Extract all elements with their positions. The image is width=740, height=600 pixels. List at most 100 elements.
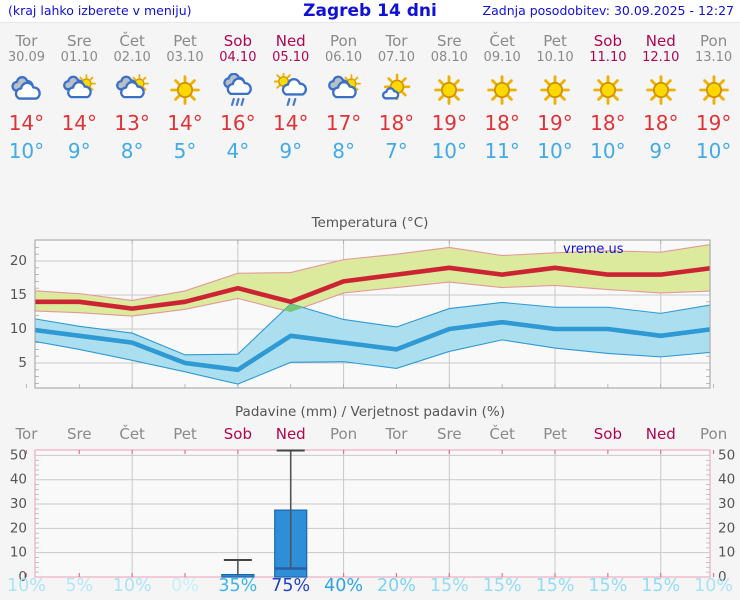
partly-icon [63, 74, 97, 99]
precip-axis-label: 30 [718, 496, 735, 512]
precip-axis-label: 50 [718, 448, 735, 463]
weather-icon [697, 73, 731, 107]
day-column: Pet 03.10 14° 5° [159, 23, 212, 163]
precip-axis-label: 30 [10, 496, 27, 512]
temp-axis-label: 5 [18, 355, 27, 371]
sunny-icon [487, 75, 517, 105]
high-temp: 18° [590, 111, 626, 135]
precip-probability: 10% [694, 576, 734, 596]
weather-icon [62, 73, 97, 107]
precip-axis-label: 40 [718, 472, 735, 488]
sunny-icon [170, 75, 200, 105]
high-temp: 14° [273, 111, 309, 135]
day-date: 08.10 [430, 50, 468, 65]
high-temp: 18° [643, 111, 679, 135]
weather-icon [327, 73, 361, 107]
low-temp: 9° [649, 139, 673, 163]
watermark-link[interactable]: vreme.us [563, 242, 624, 257]
day-date: 12.10 [642, 50, 680, 65]
precip-axis-label: 20 [10, 520, 27, 536]
header-bar: (kraj lahko izberete v meniju) Zagreb 14… [0, 0, 740, 23]
precip-axis-label: 10 [718, 545, 735, 561]
precip-axis-label: 20 [718, 520, 735, 536]
low-temp: 7° [385, 139, 408, 163]
sun-glyph [170, 75, 200, 105]
weather-icon [538, 73, 572, 107]
precip-day-label: Čet [119, 425, 145, 443]
temperature-chart: 5 10 15 20 vreme.us [10, 239, 714, 389]
day-column: Sre 08.10 19° 10° [423, 23, 476, 163]
precip-probability: 15% [482, 576, 522, 596]
high-temp: 14° [61, 111, 98, 135]
precip-axis-label: 0 [718, 569, 727, 585]
precip-day-label: Tor [385, 425, 408, 443]
low-temp: 10° [431, 139, 468, 163]
precip-probability: 10% [6, 576, 46, 596]
low-temp: 10° [695, 139, 732, 163]
weather-icon [221, 72, 255, 107]
sun-glyph [698, 75, 729, 105]
day-date: 30.09 [7, 50, 46, 65]
precip-day-label: Ned [275, 425, 306, 443]
day-date: 07.10 [377, 50, 416, 65]
low-temp: 5° [173, 139, 197, 163]
day-name: Ned [275, 32, 306, 50]
precip-probability: 75% [271, 576, 311, 596]
precip-probability: 15% [429, 576, 469, 596]
sunny-icon [434, 75, 465, 105]
high-temp: 14° [167, 111, 203, 135]
temp-axis-label: 15 [10, 287, 27, 303]
precip-probability: 0% [171, 576, 199, 596]
day-date: 04.10 [219, 50, 257, 65]
day-name: Čet [489, 32, 515, 50]
low-temp: 9° [67, 139, 91, 163]
high-temp: 19° [695, 111, 732, 135]
sunny-icon [540, 75, 570, 105]
day-name: Čet [119, 32, 145, 50]
precip-day-labels: Tor Sre Čet Pet Sob Ned Pon Tor Sre Čet Pet Sob Ned P… [0, 425, 740, 443]
weather-icon [432, 73, 466, 107]
high-temp: 16° [220, 111, 256, 135]
high-temp: 17° [325, 111, 362, 135]
sun-glyph [645, 75, 676, 105]
high-temp: 18° [484, 111, 520, 135]
day-name: Tor [385, 32, 408, 50]
precip-day-label: Čet [489, 425, 515, 443]
day-name: Ned [645, 32, 676, 50]
day-column: Čet 09.10 18° 11° [476, 23, 529, 163]
last-update: Zadnja posodobitev: 30.09.2025 - 12:27 [482, 3, 734, 18]
day-name: Pet [173, 32, 197, 50]
day-name: Sre [437, 32, 462, 50]
precip-day-label: Ned [645, 425, 676, 443]
day-date: 06.10 [324, 50, 363, 65]
day-column: Tor 07.10 18° 7° [370, 23, 423, 163]
high-temp: 13° [114, 111, 150, 135]
day-name: Tor [15, 32, 38, 50]
high-temp: 19° [431, 111, 468, 135]
temp-chart-title: Temperatura (°C) [311, 215, 429, 231]
precip-day-label: Sre [437, 425, 462, 443]
forecast-strip: Tor 30.09 14° 10° Sre 01.10 14° 9° Čet 02.10 13° 8°… [0, 23, 740, 163]
day-column: Sre 01.10 14° 9° [53, 23, 106, 163]
day-date: 02.10 [113, 50, 151, 65]
weather-icon [115, 73, 150, 107]
day-date: 01.10 [60, 50, 98, 65]
precip-day-label: Sob [223, 425, 252, 443]
low-temp: 9° [279, 139, 303, 163]
weather-icon [379, 73, 413, 107]
weather-icon [485, 73, 519, 107]
sun-shower-icon [273, 71, 307, 106]
temp-axis-label: 20 [10, 253, 27, 269]
page-title: Zagreb 14 dni [303, 1, 437, 21]
low-temp: 4° [226, 139, 250, 163]
low-temp: 8° [332, 139, 355, 163]
precip-day-label: Sre [66, 425, 92, 443]
precip-day-label: Pon [329, 425, 358, 443]
precip-probability: 15% [641, 576, 681, 596]
precip-axis-label: 50 [10, 448, 27, 463]
precip-axis-label: 40 [10, 472, 27, 488]
sun-glyph [540, 75, 570, 105]
day-name: Sob [593, 32, 622, 50]
day-date: 05.10 [272, 50, 310, 65]
precipitation-chart: 0 0 10 10 20 20 30 30 40 40 50 50 [10, 448, 735, 585]
